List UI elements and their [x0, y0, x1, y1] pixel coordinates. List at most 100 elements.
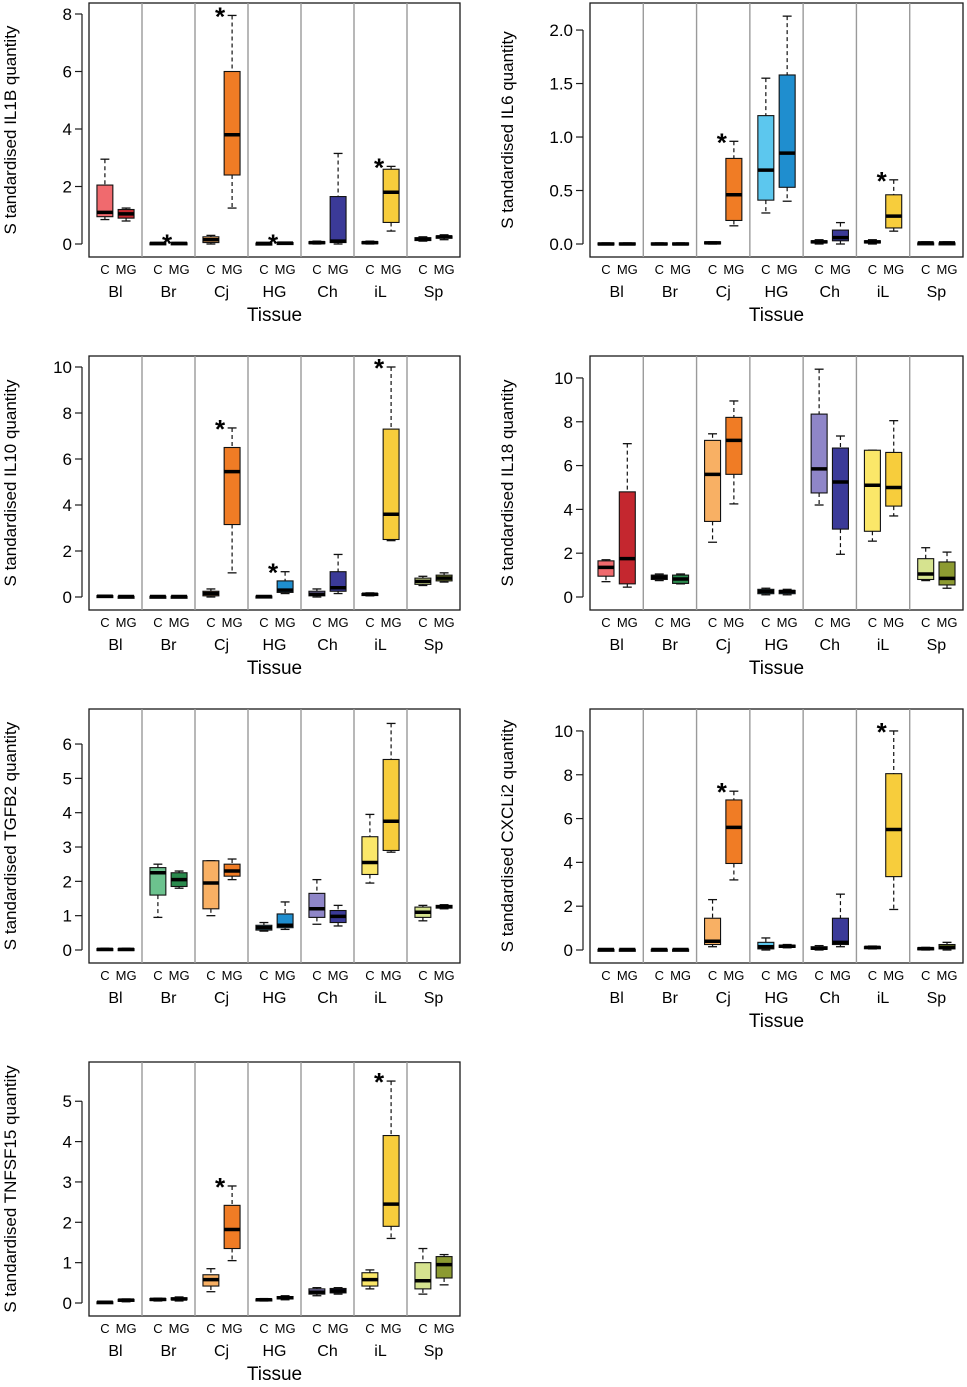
y-axis-title: S tandardised IL10 quantity: [1, 379, 20, 586]
group-label: C: [206, 262, 215, 277]
box-body: [96, 184, 114, 218]
significance-star: *: [877, 166, 888, 196]
tissue-label: Cj: [214, 637, 229, 654]
group-label: C: [655, 615, 664, 630]
box-body: [885, 451, 903, 507]
group-label: C: [921, 615, 930, 630]
y-tick-label: 4: [63, 1133, 72, 1152]
group-label: C: [100, 968, 109, 983]
y-tick-label: 8: [63, 404, 72, 423]
group-label: MG: [381, 262, 402, 277]
group-label: C: [761, 262, 770, 277]
y-tick-label: 2: [63, 542, 72, 561]
y-axis-title: S tandardised TNFSF15 quantity: [1, 1065, 20, 1313]
tissue-label: Sp: [424, 637, 444, 654]
box-il-mg: *: [374, 1067, 400, 1240]
group-label: C: [418, 262, 427, 277]
box-ch-c: [810, 944, 828, 951]
group-label: C: [206, 1321, 215, 1336]
tissue-label: iL: [877, 637, 890, 654]
box-sp-c: [414, 904, 432, 922]
group-label: MG: [434, 968, 455, 983]
y-tick-label: 1.5: [549, 75, 573, 94]
tissue-label: Cj: [716, 284, 731, 301]
box-il-c: [361, 1269, 379, 1290]
tissue-label: Bl: [108, 284, 122, 301]
y-tick-label: 10: [554, 722, 573, 741]
box-ch-c: [308, 588, 326, 598]
group-label: MG: [116, 262, 137, 277]
significance-star: *: [717, 127, 728, 157]
tissue-label: iL: [374, 637, 387, 654]
group-label: C: [259, 968, 268, 983]
box-bl-mg: [618, 242, 636, 246]
y-tick-label: 10: [554, 369, 573, 388]
y-axis-title: S tandardised TGFB2 quantity: [1, 721, 20, 950]
group-label: MG: [434, 615, 455, 630]
group-label: MG: [328, 262, 349, 277]
group-label: C: [206, 615, 215, 630]
panel-tnfsf15: 0 1 2 3 4 5 S tandardised TNFSF15 quantity C MG B…: [1, 1061, 461, 1385]
box-body: [276, 580, 294, 593]
box-sp-c: [414, 575, 432, 587]
box-cj-c: [202, 1268, 220, 1293]
box-br-mg: [170, 594, 188, 599]
tissue-label: iL: [374, 284, 387, 301]
box-body: [810, 413, 828, 494]
box-hg-c: [255, 1297, 273, 1302]
y-tick-label: 5: [63, 769, 72, 788]
group-label: MG: [777, 968, 798, 983]
box-br-c: [650, 573, 668, 582]
box-body: [329, 196, 347, 244]
group-label: C: [761, 615, 770, 630]
box-body: [704, 917, 722, 946]
tissue-label: Ch: [820, 284, 840, 301]
group-label: MG: [670, 615, 691, 630]
box-bl-mg: [117, 594, 135, 599]
box-hg-c: [255, 921, 273, 932]
group-label: C: [365, 968, 374, 983]
box-br-c: [650, 242, 668, 246]
group-label: C: [868, 615, 877, 630]
tissue-label: iL: [877, 990, 890, 1007]
box-sp-mg: [938, 941, 956, 951]
box-bl-c: [96, 594, 114, 599]
tissue-label: Bl: [610, 637, 624, 654]
significance-star: *: [374, 1067, 385, 1097]
box-br-mg: [672, 242, 690, 246]
y-axis-title: S tandardised CXCLi2 quantity: [498, 719, 517, 952]
box-bl-mg: [117, 947, 135, 952]
tissue-label: Ch: [820, 990, 840, 1007]
plot-frame: [589, 355, 964, 611]
y-tick-label: 10: [53, 358, 72, 377]
box-hg-c: [757, 77, 775, 214]
y-tick-label: 0.0: [549, 235, 573, 254]
tissue-label: Cj: [214, 284, 229, 301]
box-cj-mg: [725, 400, 743, 505]
box-br-c: [149, 863, 167, 919]
box-il-mg: [382, 722, 400, 853]
box-cj-c: [704, 241, 722, 245]
box-il-c: [863, 449, 881, 542]
group-label: C: [365, 262, 374, 277]
tissue-label: Sp: [424, 284, 444, 301]
box-body: [308, 892, 326, 918]
box-bl-c: [96, 1300, 114, 1305]
group-label: C: [601, 615, 610, 630]
box-ch-c: [308, 878, 326, 925]
y-tick-label: 1.0: [549, 128, 573, 147]
significance-star: *: [268, 228, 279, 258]
group-label: C: [868, 968, 877, 983]
box-bl-mg: [117, 207, 135, 222]
box-il-mg: *: [374, 353, 400, 542]
group-label: MG: [381, 615, 402, 630]
tissue-label: Br: [161, 637, 178, 654]
tissue-label: Bl: [610, 990, 624, 1007]
group-label: C: [153, 615, 162, 630]
group-label: C: [365, 1321, 374, 1336]
box-body: [725, 416, 743, 475]
box-cj-mg: [223, 858, 241, 881]
box-body: [831, 917, 849, 946]
